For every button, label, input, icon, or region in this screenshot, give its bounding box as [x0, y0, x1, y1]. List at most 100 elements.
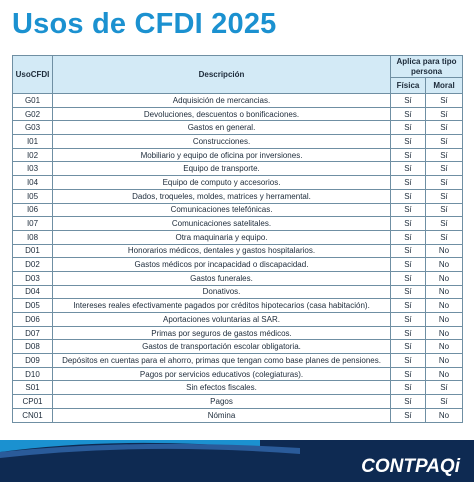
fisica-cell: Sí	[390, 312, 426, 327]
uso-cfdi-cell: G03	[12, 120, 53, 136]
description-cell: Construcciones.	[52, 134, 391, 149]
uso-cfdi-cell: D03	[12, 270, 53, 286]
description-cell: Pagos por servicios educativos (colegiat…	[52, 366, 391, 382]
fisica-cell: Sí	[390, 380, 426, 396]
table-row: D08 Gastos de transportación escolar obli…	[12, 339, 464, 355]
description-cell: Dados, troqueles, moldes, matrices y her…	[52, 188, 391, 204]
table-row: G01 Adquisición de mercancias. Sí Sí	[12, 93, 464, 108]
fisica-cell: Sí	[390, 93, 426, 108]
uso-cfdi-cell: CN01	[12, 407, 53, 423]
moral-cell: Sí	[424, 202, 464, 218]
moral-cell: No	[424, 284, 464, 300]
moral-cell: No	[424, 270, 464, 286]
fisica-cell: Sí	[390, 147, 426, 163]
moral-cell: No	[424, 353, 464, 368]
table-row: CP01 Pagos Sí Sí	[12, 394, 464, 409]
table-row: D01 Honorarios médicos, dentales y gastos…	[12, 243, 464, 259]
fisica-cell: Sí	[390, 366, 426, 382]
fisica-cell: Sí	[390, 175, 426, 190]
uso-cfdi-cell: D01	[12, 243, 53, 259]
moral-cell: Sí	[424, 106, 464, 122]
description-cell: Comunicaciones telefónicas.	[52, 202, 391, 218]
uso-cfdi-cell: I04	[12, 175, 53, 190]
moral-cell: Sí	[424, 120, 464, 136]
fisica-cell: Sí	[390, 394, 426, 409]
moral-cell: No	[424, 312, 464, 327]
uso-cfdi-cell: D09	[12, 353, 53, 368]
moral-cell: Sí	[424, 380, 464, 396]
fisica-cell: Sí	[390, 325, 426, 341]
footer-swoosh	[0, 440, 260, 452]
description-cell: Donativos.	[52, 284, 391, 300]
table-row: D09 Depósitos en cuentas para el ahorro, …	[12, 353, 464, 368]
fisica-cell: Sí	[390, 270, 426, 286]
uso-cfdi-cell: D06	[12, 312, 53, 327]
fisica-cell: Sí	[390, 353, 426, 368]
fisica-cell: Sí	[390, 407, 426, 423]
table-row: I08 Otra maquinaria y equipo. Sí Sí	[12, 229, 464, 245]
uso-cfdi-cell: CP01	[12, 394, 53, 409]
description-cell: Aportaciones voluntarias al SAR.	[52, 312, 391, 327]
moral-cell: No	[424, 243, 464, 259]
moral-cell: No	[424, 366, 464, 382]
fisica-cell: Sí	[390, 284, 426, 300]
uso-cfdi-cell: D10	[12, 366, 53, 382]
description-cell: Depósitos en cuentas para el ahorro, pri…	[52, 353, 391, 368]
fisica-cell: Sí	[390, 188, 426, 204]
table-row: D02 Gastos médicos por incapacidad o disc…	[12, 257, 464, 272]
moral-cell: No	[424, 339, 464, 355]
table-row: D07 Primas por seguros de gastos médicos.…	[12, 325, 464, 341]
description-cell: Intereses reales efectivamente pagados p…	[52, 298, 391, 313]
description-cell: Gastos médicos por incapacidad o discapa…	[52, 257, 391, 272]
uso-cfdi-cell: G01	[12, 93, 53, 108]
description-cell: Sin efectos fiscales.	[52, 380, 391, 396]
table-body: G01 Adquisición de mercancias. Sí Sí G02 Devo…	[12, 93, 464, 423]
footer-swoosh	[0, 443, 300, 458]
description-cell: Primas por seguros de gastos médicos.	[52, 325, 391, 341]
table-row: D06 Aportaciones voluntarias al SAR. Sí No	[12, 312, 464, 327]
table-row: I05 Dados, troqueles, moldes, matrices y …	[12, 188, 464, 204]
description-cell: Nómina	[52, 407, 391, 423]
column-header: UsoCFDI	[12, 55, 53, 94]
description-cell: Gastos funerales.	[52, 270, 391, 286]
moral-cell: Sí	[424, 147, 464, 163]
table-row: I06 Comunicaciones telefónicas. Sí Sí	[12, 202, 464, 218]
description-cell: Equipo de computo y accesorios.	[52, 175, 391, 190]
moral-cell: Sí	[424, 394, 464, 409]
uso-cfdi-cell: I02	[12, 147, 53, 163]
table-row: D10 Pagos por servicios educativos (coleg…	[12, 366, 464, 382]
description-cell: Equipo de transporte.	[52, 161, 391, 177]
uso-cfdi-cell: I06	[12, 202, 53, 218]
uso-cfdi-cell: I01	[12, 134, 53, 149]
moral-cell: No	[424, 257, 464, 272]
moral-cell: Sí	[424, 216, 464, 231]
moral-cell: Sí	[424, 161, 464, 177]
fisica-cell: Sí	[390, 120, 426, 136]
uso-cfdi-cell: I03	[12, 161, 53, 177]
table-row: CN01 Nómina Sí No	[12, 407, 464, 423]
uso-cfdi-cell: D05	[12, 298, 53, 313]
moral-cell: No	[424, 298, 464, 313]
table-row: G02 Devoluciones, descuentos o bonificaci…	[12, 106, 464, 122]
moral-cell: Sí	[424, 175, 464, 190]
fisica-cell: Sí	[390, 134, 426, 149]
fisica-cell: Sí	[390, 243, 426, 259]
fisica-cell: Sí	[390, 106, 426, 122]
description-cell: Devoluciones, descuentos o bonificacione…	[52, 106, 391, 122]
logo: CONTPAQi	[361, 456, 461, 477]
moral-cell: Sí	[424, 188, 464, 204]
uso-cfdi-cell: I08	[12, 229, 53, 245]
column-header: Física	[390, 77, 426, 94]
description-cell: Comunicaciones satelitales.	[52, 216, 391, 231]
fisica-cell: Sí	[390, 339, 426, 355]
table-row: I01 Construcciones. Sí Sí	[12, 134, 464, 149]
moral-cell: Sí	[424, 93, 464, 108]
fisica-cell: Sí	[390, 298, 426, 313]
fisica-cell: Sí	[390, 161, 426, 177]
uso-cfdi-cell: G02	[12, 106, 53, 122]
table-row: I07 Comunicaciones satelitales. Sí Sí	[12, 216, 464, 231]
table-row: G03 Gastos en general. Sí Sí	[12, 120, 464, 136]
description-cell: Honorarios médicos, dentales y gastos ho…	[52, 243, 391, 259]
table-row: D03 Gastos funerales. Sí No	[12, 270, 464, 286]
column-header: Moral	[424, 77, 464, 94]
